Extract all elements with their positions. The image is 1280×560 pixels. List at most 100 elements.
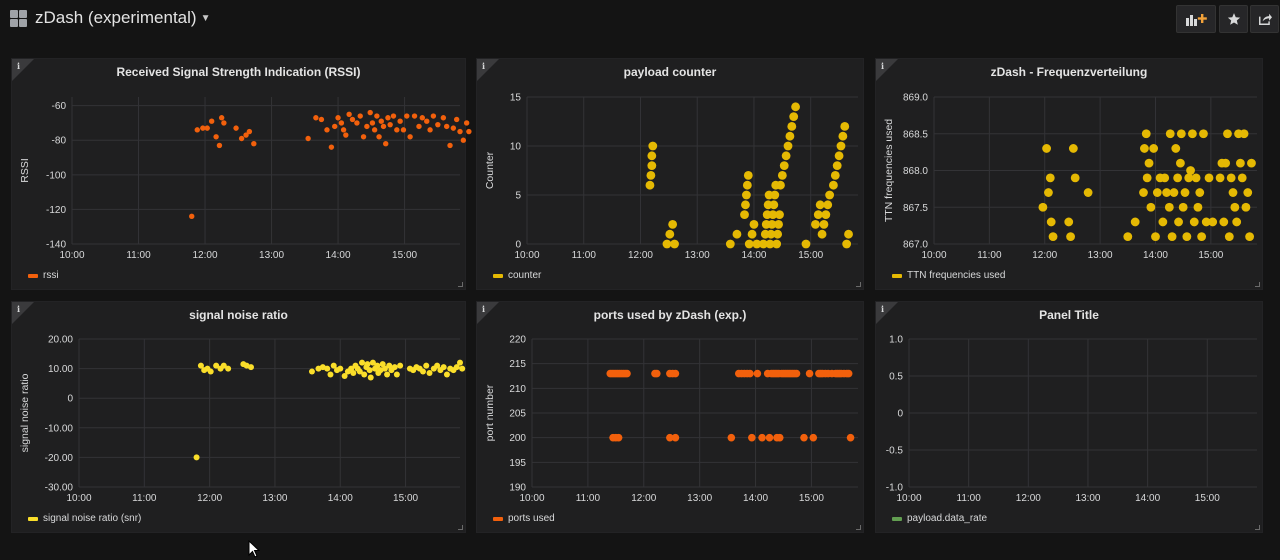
x-tick-label: 15:00 [799,493,824,504]
legend-swatch [892,273,902,278]
info-icon[interactable]: i [17,61,21,71]
x-tick-label: 14:00 [1135,493,1160,504]
info-icon[interactable]: i [482,61,486,71]
data-point [834,151,844,161]
data-point [386,362,393,369]
legend-label[interactable]: signal noise ratio (snr) [43,513,142,524]
x-tick-label: 10:00 [59,250,84,261]
panel-title[interactable]: signal noise ratio [189,308,288,322]
y-tick-label: 868.0 [903,166,928,177]
data-point [1243,188,1253,197]
legend-label[interactable]: ports used [508,513,555,524]
panel-title[interactable]: zDash - Frequenzverteilung [990,65,1148,79]
data-point [385,115,391,121]
data-point [811,220,820,229]
y-tick-label: 15 [510,93,522,104]
panel-title[interactable]: Panel Title [1039,308,1099,322]
y-tick-label: -120 [46,205,66,216]
x-tick-label: 11:00 [957,493,982,504]
x-tick-label: 15:00 [1195,493,1220,504]
resize-handle[interactable] [856,282,861,287]
data-point [1204,173,1214,183]
data-point [647,161,657,170]
resize-handle[interactable] [856,525,861,530]
data-point [233,125,239,131]
x-tick-label: 10:00 [896,493,921,504]
data-point [423,362,430,369]
data-point [742,190,751,200]
data-point [809,433,818,442]
y-tick-label: -80 [52,136,67,147]
data-point [773,229,783,239]
x-tick-label: 12:00 [197,493,222,504]
data-point [338,120,345,126]
data-point [378,118,384,124]
panel-title[interactable]: ports used by zDash (exp.) [593,308,747,322]
y-tick-label: 10.00 [48,364,73,375]
data-point [466,128,472,135]
data-point [366,367,373,374]
data-point [791,102,800,112]
data-point [397,362,404,369]
data-point [360,134,367,140]
data-point [744,239,754,249]
data-point [1123,232,1133,242]
panel-frequenzverteilung: i zDash - Frequenzverteilung 869.0 868.5 8… [875,58,1263,290]
add-panel-button[interactable] [1176,5,1216,33]
data-point [1201,217,1211,227]
data-point [207,368,214,375]
panel-corner [876,59,898,81]
legend-label[interactable]: TTN frequencies used [907,270,1006,281]
info-icon[interactable]: i [881,61,885,71]
legend: signal noise ratio (snr) [28,513,141,524]
y-tick-label: 0 [515,240,521,251]
dashboard-title: zDash (experimental) [35,8,197,27]
panel-corner [12,59,34,81]
dashboard-grid-icon[interactable] [10,10,27,27]
info-icon[interactable]: i [482,304,486,314]
data-point [623,369,631,378]
data-point [743,171,753,180]
panel-title[interactable]: payload counter [623,65,717,79]
x-tick-label: 10:00 [514,250,539,261]
resize-handle[interactable] [458,282,463,287]
y-tick-label: -100 [46,170,66,181]
x-tick-label: 13:00 [262,493,287,504]
star-button[interactable] [1219,5,1248,33]
data-point [356,368,363,375]
data-point [832,161,842,170]
info-icon[interactable]: i [17,304,21,314]
share-button[interactable] [1250,5,1279,33]
data-point [1176,158,1185,168]
panel-corner [12,302,34,324]
info-icon[interactable]: i [881,304,885,314]
data-point [1162,188,1171,197]
data-point [318,116,325,123]
data-point [769,200,779,210]
data-point [1164,202,1174,212]
data-point [813,210,823,220]
data-point [1064,217,1074,227]
panel-corner [876,302,898,324]
data-point [1046,217,1056,227]
data-point [348,365,355,372]
legend-label[interactable]: rssi [43,270,59,281]
data-point [1167,232,1177,242]
dashboard-title-dropdown[interactable]: zDash (experimental) ▼ [35,8,210,28]
resize-handle[interactable] [458,525,463,530]
data-point [247,364,254,371]
legend-label[interactable]: payload.data_rate [907,513,988,524]
legend-swatch [892,516,902,521]
legend-label[interactable]: counter [508,270,542,281]
resize-handle[interactable] [1255,525,1260,530]
legend: ports used [493,513,555,524]
panel-signal-noise-ratio: i signal noise ratio 20.00 10.00 0 -10.00 -2… [11,301,466,533]
x-tick-label: 10:00 [519,493,544,504]
data-point [825,190,835,200]
data-point [647,151,657,161]
data-point [407,134,413,140]
panel-title[interactable]: Received Signal Strength Indication (RSS… [116,65,361,79]
data-point [238,135,245,142]
resize-handle[interactable] [1255,282,1260,287]
